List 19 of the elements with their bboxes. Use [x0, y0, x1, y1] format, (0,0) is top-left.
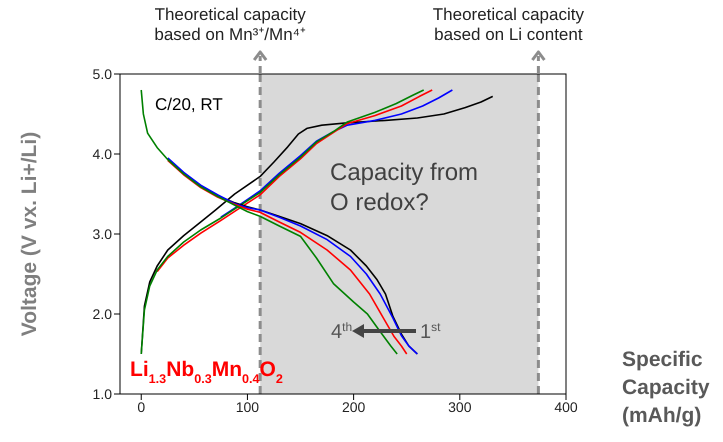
- y-tick-label: 3.0: [92, 226, 112, 242]
- annotation: 1$^{st}$: [420, 320, 442, 343]
- x-tick-label: 100: [236, 398, 260, 415]
- x-axis-title: Specific Capacity (mAh/g): [622, 348, 710, 427]
- annotation: Li$_{1.3}$Nb$_{0.3}$Mn$_{0.4}$O$_{2}$: [130, 358, 283, 386]
- x-tick-label: 0: [137, 398, 146, 415]
- ref-line-label: Theoretical capacity based on Li content: [432, 5, 584, 44]
- y-axis-title: Voltage (V vx. Li+/Li): [18, 132, 41, 336]
- y-tick-label: 2.0: [92, 306, 112, 322]
- annotation: 4$^{th}$: [331, 320, 352, 343]
- y-tick-label: 5.0: [92, 66, 112, 82]
- x-tick-label: 200: [342, 398, 366, 415]
- annotation: Capacity from O redox?: [330, 159, 478, 216]
- annotation: C/20, RT: [155, 95, 223, 114]
- y-tick-label: 1.0: [92, 386, 112, 402]
- x-tick-label: 300: [448, 398, 472, 415]
- y-tick-label: 4.0: [92, 146, 112, 162]
- x-tick-label: 400: [554, 398, 578, 415]
- ref-line-label: Theoretical capacity based on Mn³⁺/Mn⁴⁺: [154, 5, 306, 44]
